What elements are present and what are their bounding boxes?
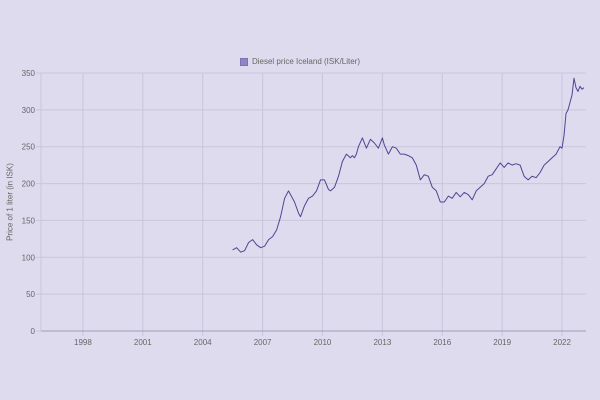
- grid-lines: [36, 72, 586, 336]
- y-tick-label: 200: [22, 180, 36, 189]
- legend-label: Diesel price Iceland (ISK/Liter): [251, 57, 361, 66]
- legend[interactable]: Diesel price Iceland (ISK/Liter): [0, 57, 600, 66]
- x-tick-label: 2016: [433, 338, 451, 347]
- x-tick-label: 2004: [194, 338, 212, 347]
- y-tick-label: 250: [22, 143, 36, 152]
- y-tick-label: 50: [26, 290, 35, 299]
- y-axis-ticks: 0 50 100 150 200 250 300 350: [22, 69, 36, 336]
- y-tick-label: 150: [22, 216, 36, 225]
- x-tick-label: 2022: [553, 338, 571, 347]
- y-tick-label: 350: [22, 69, 36, 78]
- x-tick-label: 1998: [74, 338, 92, 347]
- x-tick-label: 2019: [493, 338, 511, 347]
- y-tick-label: 0: [31, 327, 36, 336]
- y-tick-label: 300: [22, 106, 36, 115]
- x-tick-label: 2007: [254, 338, 272, 347]
- legend-swatch: [239, 57, 248, 66]
- diesel-price-line: [232, 77, 585, 253]
- y-tick-label: 100: [22, 253, 36, 262]
- x-tick-label: 2013: [373, 338, 391, 347]
- x-tick-label: 2001: [134, 338, 152, 347]
- x-axis-ticks: 1998 2001 2004 2007 2010 2013 2016 2019 2022: [74, 338, 571, 347]
- x-tick-label: 2010: [314, 338, 332, 347]
